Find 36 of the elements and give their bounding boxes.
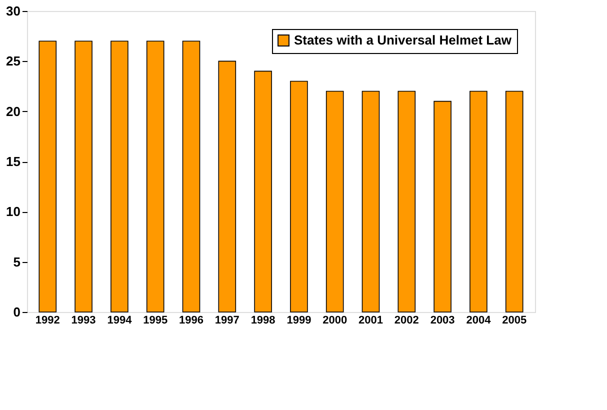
x-tick-label: 2000 — [322, 314, 348, 326]
bar — [505, 90, 524, 312]
legend-label: States with a Universal Helmet Law — [294, 32, 512, 48]
y-tick-label: 10 — [6, 204, 20, 220]
y-tick-label: 0 — [13, 304, 20, 320]
bar — [254, 70, 272, 312]
x-tick-label: 1999 — [286, 314, 312, 326]
x-tick-label: 1992 — [35, 314, 60, 326]
y-tick-label: 25 — [6, 54, 20, 69]
x-tick-label: 1996 — [179, 314, 204, 326]
x-tick-label: 2003 — [430, 314, 455, 326]
bar — [434, 100, 452, 312]
y-tick-label: 30 — [6, 4, 20, 18]
y-tick-label: 20 — [6, 104, 20, 119]
bar — [146, 40, 164, 312]
bar — [218, 60, 236, 312]
x-tick-label: 1997 — [214, 314, 240, 326]
bar — [398, 90, 416, 312]
x-tick-label: 2002 — [394, 314, 419, 326]
bar — [470, 90, 488, 312]
bar — [38, 40, 57, 312]
bar — [326, 90, 344, 312]
x-tick-label: 2001 — [358, 314, 383, 326]
x-tick-label: 1995 — [143, 314, 168, 326]
bar — [182, 40, 200, 312]
y-tick-label: 5 — [13, 254, 20, 270]
x-tick-label: 1998 — [250, 314, 276, 326]
x-tick-label: 1994 — [107, 314, 133, 326]
bar — [110, 40, 128, 312]
bar — [362, 90, 380, 312]
x-tick-label: 2005 — [502, 314, 527, 326]
x-tick-label: 1993 — [71, 314, 96, 326]
bar — [290, 80, 308, 312]
y-tick-label: 15 — [6, 154, 20, 169]
bar — [74, 40, 92, 312]
x-tick-label: 2004 — [466, 314, 492, 326]
